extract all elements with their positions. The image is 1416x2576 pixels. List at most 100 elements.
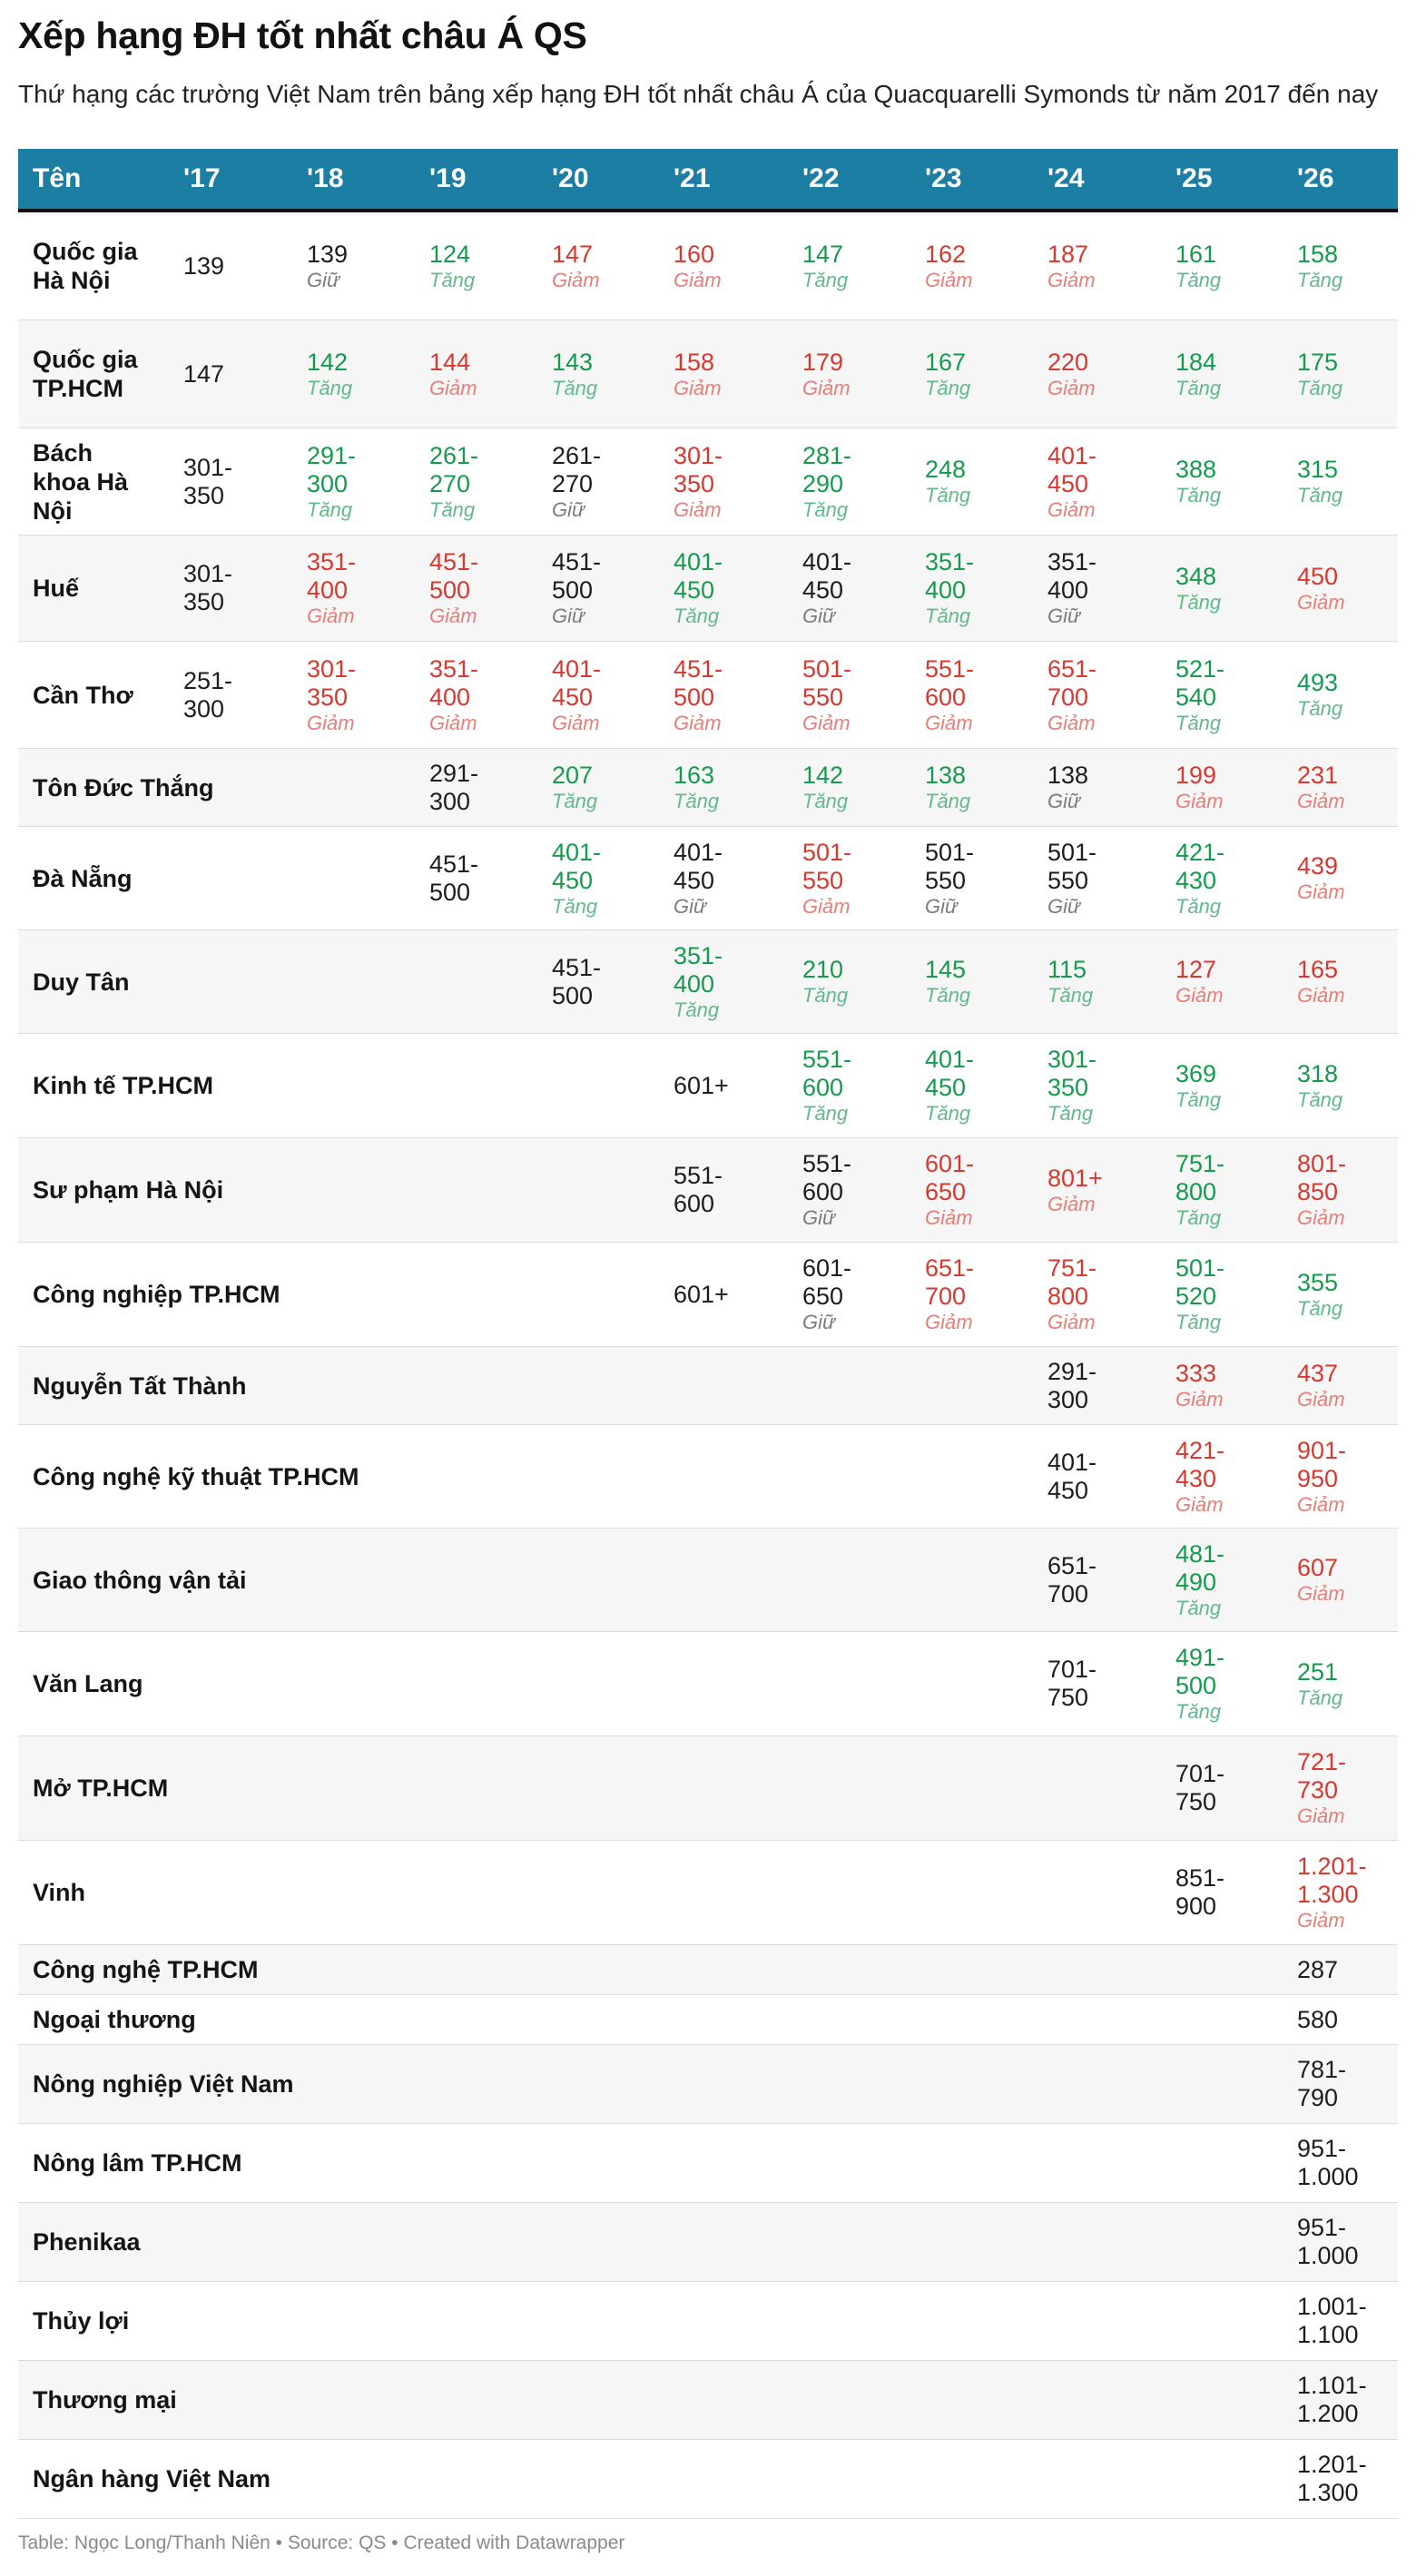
trend-label: Giảm — [307, 711, 355, 734]
rank-value: 781- 790 — [1297, 2056, 1347, 2111]
trend-label: Giảm — [1175, 1492, 1224, 1516]
rank-value: 301- 350 — [307, 654, 357, 711]
rank-cell: 501- 550 Giảm — [802, 827, 929, 929]
rank-cell: 551- 600 Giữ — [802, 1138, 929, 1242]
rank-value: 451- 500 — [429, 548, 479, 604]
university-name: Duy Tân — [33, 968, 130, 996]
rank-value: 348 — [1175, 562, 1217, 590]
trend-label: Tăng — [552, 376, 598, 399]
rank-cell: 901- 950 Giảm — [1297, 1425, 1416, 1528]
trend-label: Tăng — [674, 998, 720, 1021]
rank-value: 165 — [1297, 956, 1339, 983]
rank-cell: 401- 450 Giảm — [1047, 428, 1175, 535]
rank-cell: 115 Tăng — [1047, 930, 1175, 1033]
university-name: Bách khoa Hà Nội — [33, 438, 129, 525]
trend-label: Giảm — [802, 376, 851, 399]
trend-label: Tăng — [1175, 1087, 1222, 1111]
trend-label: Giảm — [1297, 880, 1345, 903]
rank-value: 158 — [674, 348, 715, 376]
rank-value: 521- 540 — [1175, 654, 1225, 711]
rank-value: 162 — [925, 240, 967, 268]
rank-cell: 651- 700 — [1047, 1529, 1175, 1631]
rank-cell: 401- 450 Tăng — [552, 827, 679, 929]
rank-value: 351- 400 — [1047, 548, 1097, 604]
table-row: Thương mại 1.101- 1.200 — [18, 2361, 1398, 2440]
trend-label: Tăng — [1175, 711, 1222, 734]
university-name: Cần Thơ — [33, 681, 133, 709]
trend-label: Giảm — [307, 605, 355, 627]
trend-label: Tăng — [925, 376, 971, 399]
rank-cell: 701- 750 — [1047, 1632, 1175, 1735]
rank-cell: 348 Tăng — [1175, 536, 1303, 641]
rank-value: 551- 600 — [925, 654, 975, 711]
rank-cell: 1.201- 1.300 — [1297, 2440, 1416, 2518]
trend-label: Tăng — [1297, 1087, 1343, 1111]
rank-value: 1.001- 1.100 — [1297, 2293, 1367, 2348]
rank-value: 451- 500 — [552, 548, 602, 604]
rank-cell: 124 Tăng — [429, 212, 556, 320]
trend-label: Tăng — [674, 790, 720, 812]
rank-value: 701- 750 — [1047, 1656, 1097, 1711]
university-name: Nguyễn Tất Thành — [33, 1372, 247, 1400]
rank-value: 145 — [925, 956, 967, 983]
rank-value: 139 — [307, 240, 349, 268]
trend-label: Giữ — [1047, 790, 1080, 812]
rank-cell: 451- 500 Giảm — [429, 536, 556, 641]
rank-cell: 651- 700 Giảm — [925, 1243, 1052, 1346]
rank-cell: 333 Giảm — [1175, 1347, 1303, 1424]
table-row: Công nghệ kỹ thuật TP.HCM 401- 450 421- 43… — [18, 1425, 1398, 1529]
university-name: Ngân hàng Việt Nam — [33, 2465, 271, 2492]
rank-value: 261- 270 — [429, 441, 479, 497]
trend-label: Tăng — [1297, 484, 1343, 506]
rank-value: 179 — [802, 348, 844, 376]
trend-label: Giảm — [1297, 1492, 1345, 1516]
trend-label: Giảm — [1047, 376, 1096, 399]
rank-cell: 451- 500 Giảm — [674, 642, 801, 748]
table-row: Ngân hàng Việt Nam 1.201- 1.300 — [18, 2440, 1398, 2519]
column-header-year: '23 — [925, 163, 962, 193]
trend-label: Tăng — [802, 268, 849, 291]
rank-cell: 351- 400 Tăng — [674, 930, 801, 1033]
rank-value: 421- 430 — [1175, 838, 1225, 894]
rank-cell: 251- 300 — [183, 642, 310, 748]
rank-cell: 501- 520 Tăng — [1175, 1243, 1303, 1346]
rank-cell: 351- 400 Giữ — [1047, 536, 1175, 641]
trend-label: Giảm — [1297, 590, 1345, 614]
trend-label: Giảm — [674, 376, 722, 399]
rank-cell: 351- 400 Giảm — [307, 536, 434, 641]
university-name: Phenikaa — [33, 2228, 141, 2256]
trend-label: Tăng — [1175, 268, 1222, 291]
trend-label: Tăng — [1297, 1296, 1343, 1320]
trend-label: Giảm — [925, 268, 973, 291]
rank-value: 160 — [674, 240, 715, 268]
rank-cell: 721- 730 Giảm — [1297, 1736, 1416, 1840]
rank-value: 401- 450 — [1047, 1448, 1097, 1504]
rank-value: 147 — [552, 240, 594, 268]
rank-value: 187 — [1047, 240, 1089, 268]
trend-label: Tăng — [1297, 1686, 1343, 1709]
rank-cell: 437 Giảm — [1297, 1347, 1416, 1424]
rank-value: 651- 700 — [1047, 654, 1097, 711]
university-name: Văn Lang — [33, 1670, 143, 1697]
rank-value: 493 — [1297, 669, 1339, 696]
rank-cell: 388 Tăng — [1175, 428, 1303, 535]
rank-value: 281- 290 — [802, 441, 852, 497]
trend-label: Tăng — [1297, 697, 1343, 720]
rank-value: 388 — [1175, 456, 1217, 483]
column-header-year: '26 — [1297, 163, 1334, 193]
rank-value: 551- 600 — [802, 1046, 852, 1101]
rank-value: 115 — [1047, 956, 1087, 983]
trend-label: Tăng — [429, 497, 476, 521]
rank-cell: 199 Giảm — [1175, 749, 1303, 826]
table-row: Duy Tân 451- 500 351- 400 Tăng 210 Tăng 145 Tăn… — [18, 930, 1398, 1034]
table-row: Đà Nẵng 451- 500 401- 450 Tăng 401- 450 Giữ 50… — [18, 827, 1398, 930]
rank-cell: 401- 450 Tăng — [925, 1034, 1052, 1137]
trend-label: Tăng — [1175, 894, 1222, 918]
trend-label: Giữ — [307, 268, 339, 291]
rank-cell: 144 Giảm — [429, 320, 556, 428]
rank-cell: 951- 1.000 — [1297, 2203, 1416, 2281]
rank-cell: 138 Giữ — [1047, 749, 1175, 826]
trend-label: Giữ — [802, 605, 835, 627]
rank-value: 951- 1.000 — [1297, 2135, 1359, 2190]
trend-label: Tăng — [1175, 376, 1222, 399]
